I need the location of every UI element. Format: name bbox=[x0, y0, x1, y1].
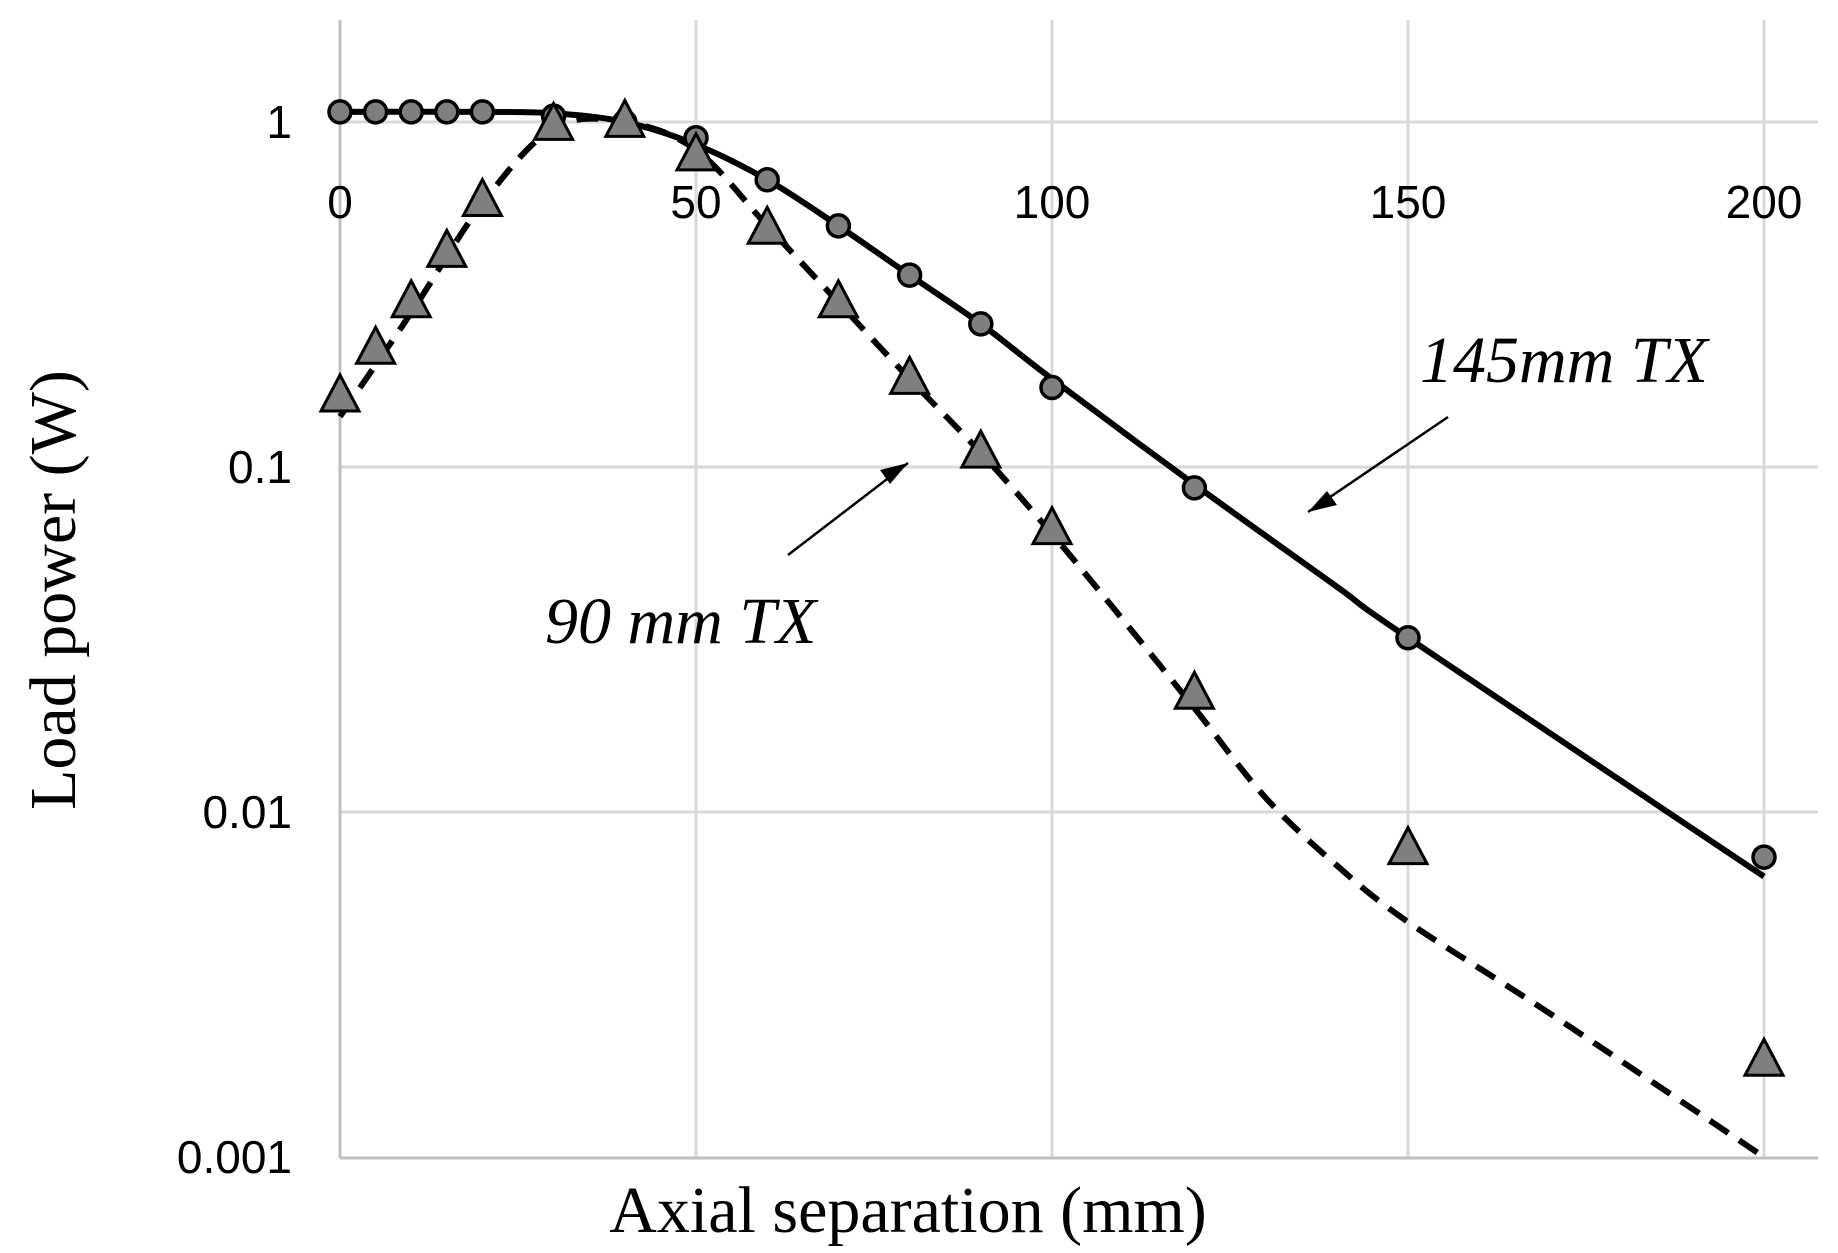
marker-90mm bbox=[460, 176, 504, 217]
marker-90mm bbox=[1742, 1036, 1786, 1077]
marker-90mm bbox=[603, 97, 647, 138]
marker-90mm bbox=[318, 371, 362, 413]
marker-145mm bbox=[968, 311, 994, 337]
y-tick-label: 0.1 bbox=[228, 441, 292, 493]
y-tick-label: 1 bbox=[266, 96, 292, 148]
x-tick-label: 50 bbox=[670, 176, 721, 228]
marker-90mm bbox=[674, 130, 718, 172]
y-axis-label: Load power (W) bbox=[17, 370, 90, 810]
marker-145mm bbox=[327, 99, 353, 125]
marker-90mm bbox=[816, 277, 860, 319]
marker-145mm bbox=[896, 262, 923, 288]
x-tick-label: 150 bbox=[1370, 176, 1447, 228]
marker-90mm bbox=[532, 100, 576, 141]
x-tick-label: 0 bbox=[327, 176, 353, 228]
series-markers bbox=[318, 97, 1786, 1077]
x-axis-label: Axial separation (mm) bbox=[609, 1174, 1206, 1247]
marker-145mm bbox=[398, 99, 424, 125]
annotation-arrow-145mm bbox=[1307, 415, 1449, 514]
line-145mm bbox=[339, 108, 1766, 880]
x-tick-label: 100 bbox=[1014, 176, 1091, 228]
marker-145mm bbox=[1751, 844, 1777, 870]
marker-90mm bbox=[1172, 669, 1216, 710]
tick-labels: 0 50 100 150 200 1 0.1 0.01 0.001 bbox=[177, 96, 1803, 1183]
y-tick-label: 0.01 bbox=[202, 786, 292, 838]
annotations: 145mm TX 90 mm TX bbox=[545, 324, 1711, 658]
marker-145mm bbox=[754, 167, 780, 193]
annotation-arrowhead-90mm bbox=[880, 463, 908, 484]
annotation-arrowhead-145mm bbox=[1308, 491, 1337, 512]
marker-90mm bbox=[745, 204, 789, 245]
marker-145mm bbox=[1181, 475, 1208, 501]
marker-90mm bbox=[425, 227, 469, 268]
marker-90mm bbox=[354, 324, 398, 365]
axes bbox=[338, 20, 1818, 1160]
marker-145mm bbox=[469, 99, 496, 125]
marker-90mm bbox=[1030, 504, 1074, 546]
grid bbox=[340, 20, 1818, 1158]
x-tick-label: 200 bbox=[1726, 176, 1803, 228]
y-tick-label: 0.001 bbox=[177, 1131, 292, 1183]
marker-145mm bbox=[1039, 374, 1065, 401]
marker-145mm bbox=[825, 213, 852, 239]
marker-90mm bbox=[959, 427, 1003, 469]
marker-90mm bbox=[389, 277, 433, 319]
marker-145mm bbox=[1395, 624, 1421, 651]
annotation-90mm: 90 mm TX bbox=[545, 585, 819, 658]
marker-145mm bbox=[434, 99, 460, 125]
marker-90mm bbox=[888, 354, 932, 395]
marker-90mm bbox=[1386, 824, 1430, 866]
annotation-145mm: 145mm TX bbox=[1420, 324, 1711, 397]
marker-145mm bbox=[362, 99, 389, 125]
